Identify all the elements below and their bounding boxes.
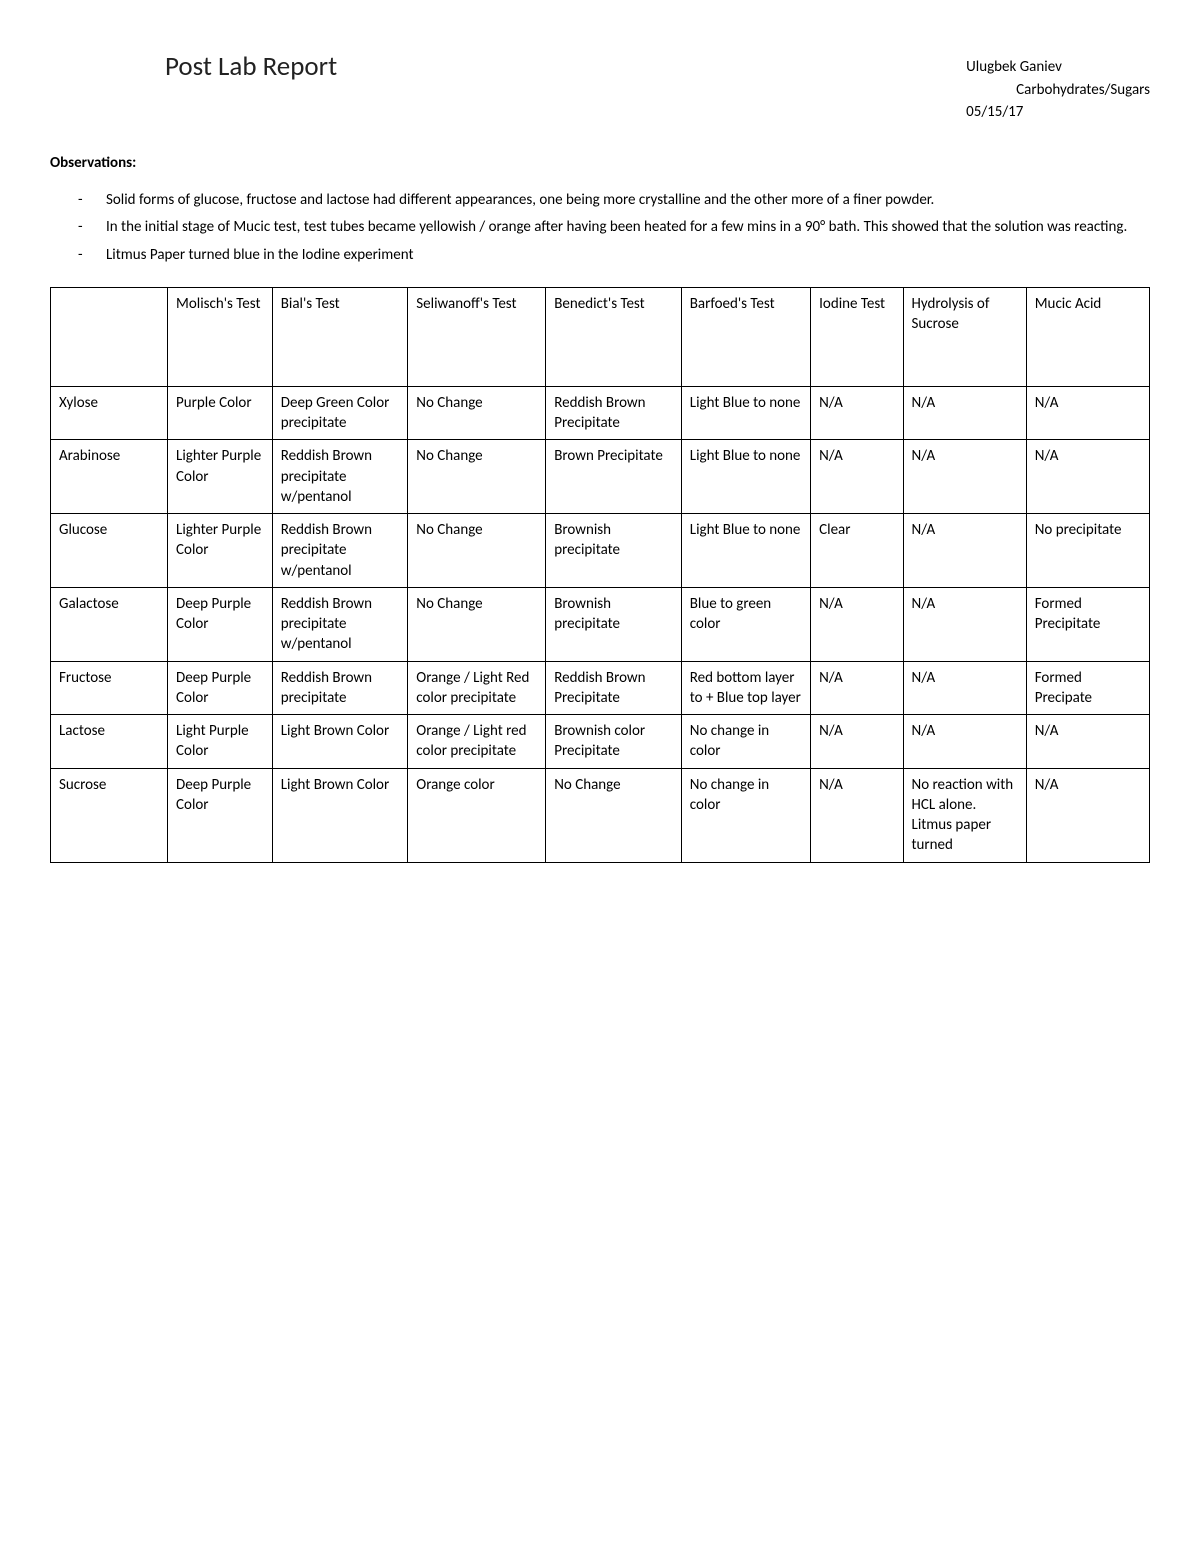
- table-cell: Blue to green color: [681, 587, 810, 661]
- table-cell: No Change: [408, 514, 546, 588]
- document-header: Post Lab Report Ulugbek Ganiev Carbohydr…: [165, 50, 1150, 124]
- table-cell: Formed Precipitate: [1026, 587, 1149, 661]
- observation-item: Solid forms of glucose, fructose and lac…: [78, 190, 1150, 212]
- table-body: XylosePurple ColorDeep Green Color preci…: [51, 386, 1150, 862]
- table-cell: No change in color: [681, 768, 810, 862]
- table-cell: Light Purple Color: [168, 715, 273, 769]
- col-header: Benedict's Test: [546, 287, 682, 386]
- table-cell: Deep Purple Color: [168, 661, 273, 715]
- col-header: Bial's Test: [272, 287, 408, 386]
- table-cell: Reddish Brown precipitate w/pentanol: [272, 587, 408, 661]
- observations-heading: Observations:: [50, 154, 1150, 172]
- table-cell: Lighter Purple Color: [168, 514, 273, 588]
- table-cell: Reddish Brown precipitate w/pentanol: [272, 440, 408, 514]
- table-cell: N/A: [903, 587, 1026, 661]
- col-header: Barfoed's Test: [681, 287, 810, 386]
- table-cell: N/A: [903, 514, 1026, 588]
- table-cell: N/A: [903, 440, 1026, 514]
- results-table: Molisch's Test Bial's Test Seliwanoff's …: [50, 287, 1150, 863]
- table-cell: Deep Green Color precipitate: [272, 386, 408, 440]
- table-cell: Reddish Brown Precipitate: [546, 661, 682, 715]
- observation-item: Litmus Paper turned blue in the Iodine e…: [78, 245, 1150, 267]
- table-cell: Light Blue to none: [681, 386, 810, 440]
- table-cell: Formed Precipate: [1026, 661, 1149, 715]
- table-cell: Reddish Brown precipitate: [272, 661, 408, 715]
- table-cell: No Change: [546, 768, 682, 862]
- table-cell: N/A: [811, 587, 903, 661]
- table-cell: Xylose: [51, 386, 168, 440]
- observation-item: In the initial stage of Mucic test, test…: [78, 217, 1150, 239]
- table-cell: Light Brown Color: [272, 768, 408, 862]
- table-cell: Brownish precipitate: [546, 514, 682, 588]
- table-cell: Sucrose: [51, 768, 168, 862]
- observations-list: Solid forms of glucose, fructose and lac…: [78, 190, 1150, 267]
- table-cell: N/A: [1026, 715, 1149, 769]
- table-cell: Clear: [811, 514, 903, 588]
- table-cell: N/A: [903, 661, 1026, 715]
- table-cell: N/A: [1026, 386, 1149, 440]
- table-cell: Reddish Brown precipitate w/pentanol: [272, 514, 408, 588]
- table-row: ArabinoseLighter Purple ColorReddish Bro…: [51, 440, 1150, 514]
- table-cell: Brownish color Precipitate: [546, 715, 682, 769]
- col-header: Mucic Acid: [1026, 287, 1149, 386]
- document-meta: Ulugbek Ganiev Carbohydrates/Sugars 05/1…: [966, 50, 1150, 124]
- table-cell: No change in color: [681, 715, 810, 769]
- table-cell: Orange / Light red color precipitate: [408, 715, 546, 769]
- table-row: GalactoseDeep Purple ColorReddish Brown …: [51, 587, 1150, 661]
- table-cell: Deep Purple Color: [168, 587, 273, 661]
- table-cell: No Change: [408, 386, 546, 440]
- table-cell: Fructose: [51, 661, 168, 715]
- table-cell: N/A: [1026, 768, 1149, 862]
- table-cell: N/A: [811, 661, 903, 715]
- table-cell: N/A: [1026, 440, 1149, 514]
- col-header: Molisch's Test: [168, 287, 273, 386]
- table-cell: N/A: [811, 715, 903, 769]
- col-header: Seliwanoff's Test: [408, 287, 546, 386]
- table-cell: Purple Color: [168, 386, 273, 440]
- table-row: GlucoseLighter Purple ColorReddish Brown…: [51, 514, 1150, 588]
- table-cell: Red bottom layer to + Blue top layer: [681, 661, 810, 715]
- table-cell: Light Blue to none: [681, 440, 810, 514]
- table-cell: N/A: [811, 768, 903, 862]
- table-cell: Galactose: [51, 587, 168, 661]
- table-cell: Glucose: [51, 514, 168, 588]
- table-cell: Orange / Light Red color precipitate: [408, 661, 546, 715]
- col-header: [51, 287, 168, 386]
- table-cell: Lighter Purple Color: [168, 440, 273, 514]
- table-cell: No reaction with HCL alone. Litmus paper…: [903, 768, 1026, 862]
- table-row: XylosePurple ColorDeep Green Color preci…: [51, 386, 1150, 440]
- table-row: SucroseDeep Purple ColorLight Brown Colo…: [51, 768, 1150, 862]
- table-cell: N/A: [903, 715, 1026, 769]
- subject: Carbohydrates/Sugars: [1016, 79, 1150, 102]
- table-header-row: Molisch's Test Bial's Test Seliwanoff's …: [51, 287, 1150, 386]
- table-cell: Brownish precipitate: [546, 587, 682, 661]
- table-cell: Brown Precipitate: [546, 440, 682, 514]
- table-cell: Lactose: [51, 715, 168, 769]
- table-cell: N/A: [811, 440, 903, 514]
- table-cell: Light Blue to none: [681, 514, 810, 588]
- table-cell: No precipitate: [1026, 514, 1149, 588]
- col-header: Iodine Test: [811, 287, 903, 386]
- table-cell: N/A: [811, 386, 903, 440]
- col-header: Hydrolysis of Sucrose: [903, 287, 1026, 386]
- table-cell: No Change: [408, 587, 546, 661]
- page-title: Post Lab Report: [165, 50, 337, 124]
- table-cell: Reddish Brown Precipitate: [546, 386, 682, 440]
- table-cell: Arabinose: [51, 440, 168, 514]
- date: 05/15/17: [966, 101, 1150, 124]
- table-cell: N/A: [903, 386, 1026, 440]
- table-cell: Deep Purple Color: [168, 768, 273, 862]
- table-cell: Light Brown Color: [272, 715, 408, 769]
- table-row: LactoseLight Purple ColorLight Brown Col…: [51, 715, 1150, 769]
- table-row: FructoseDeep Purple ColorReddish Brown p…: [51, 661, 1150, 715]
- table-cell: No Change: [408, 440, 546, 514]
- author-name: Ulugbek Ganiev: [966, 56, 1150, 79]
- table-cell: Orange color: [408, 768, 546, 862]
